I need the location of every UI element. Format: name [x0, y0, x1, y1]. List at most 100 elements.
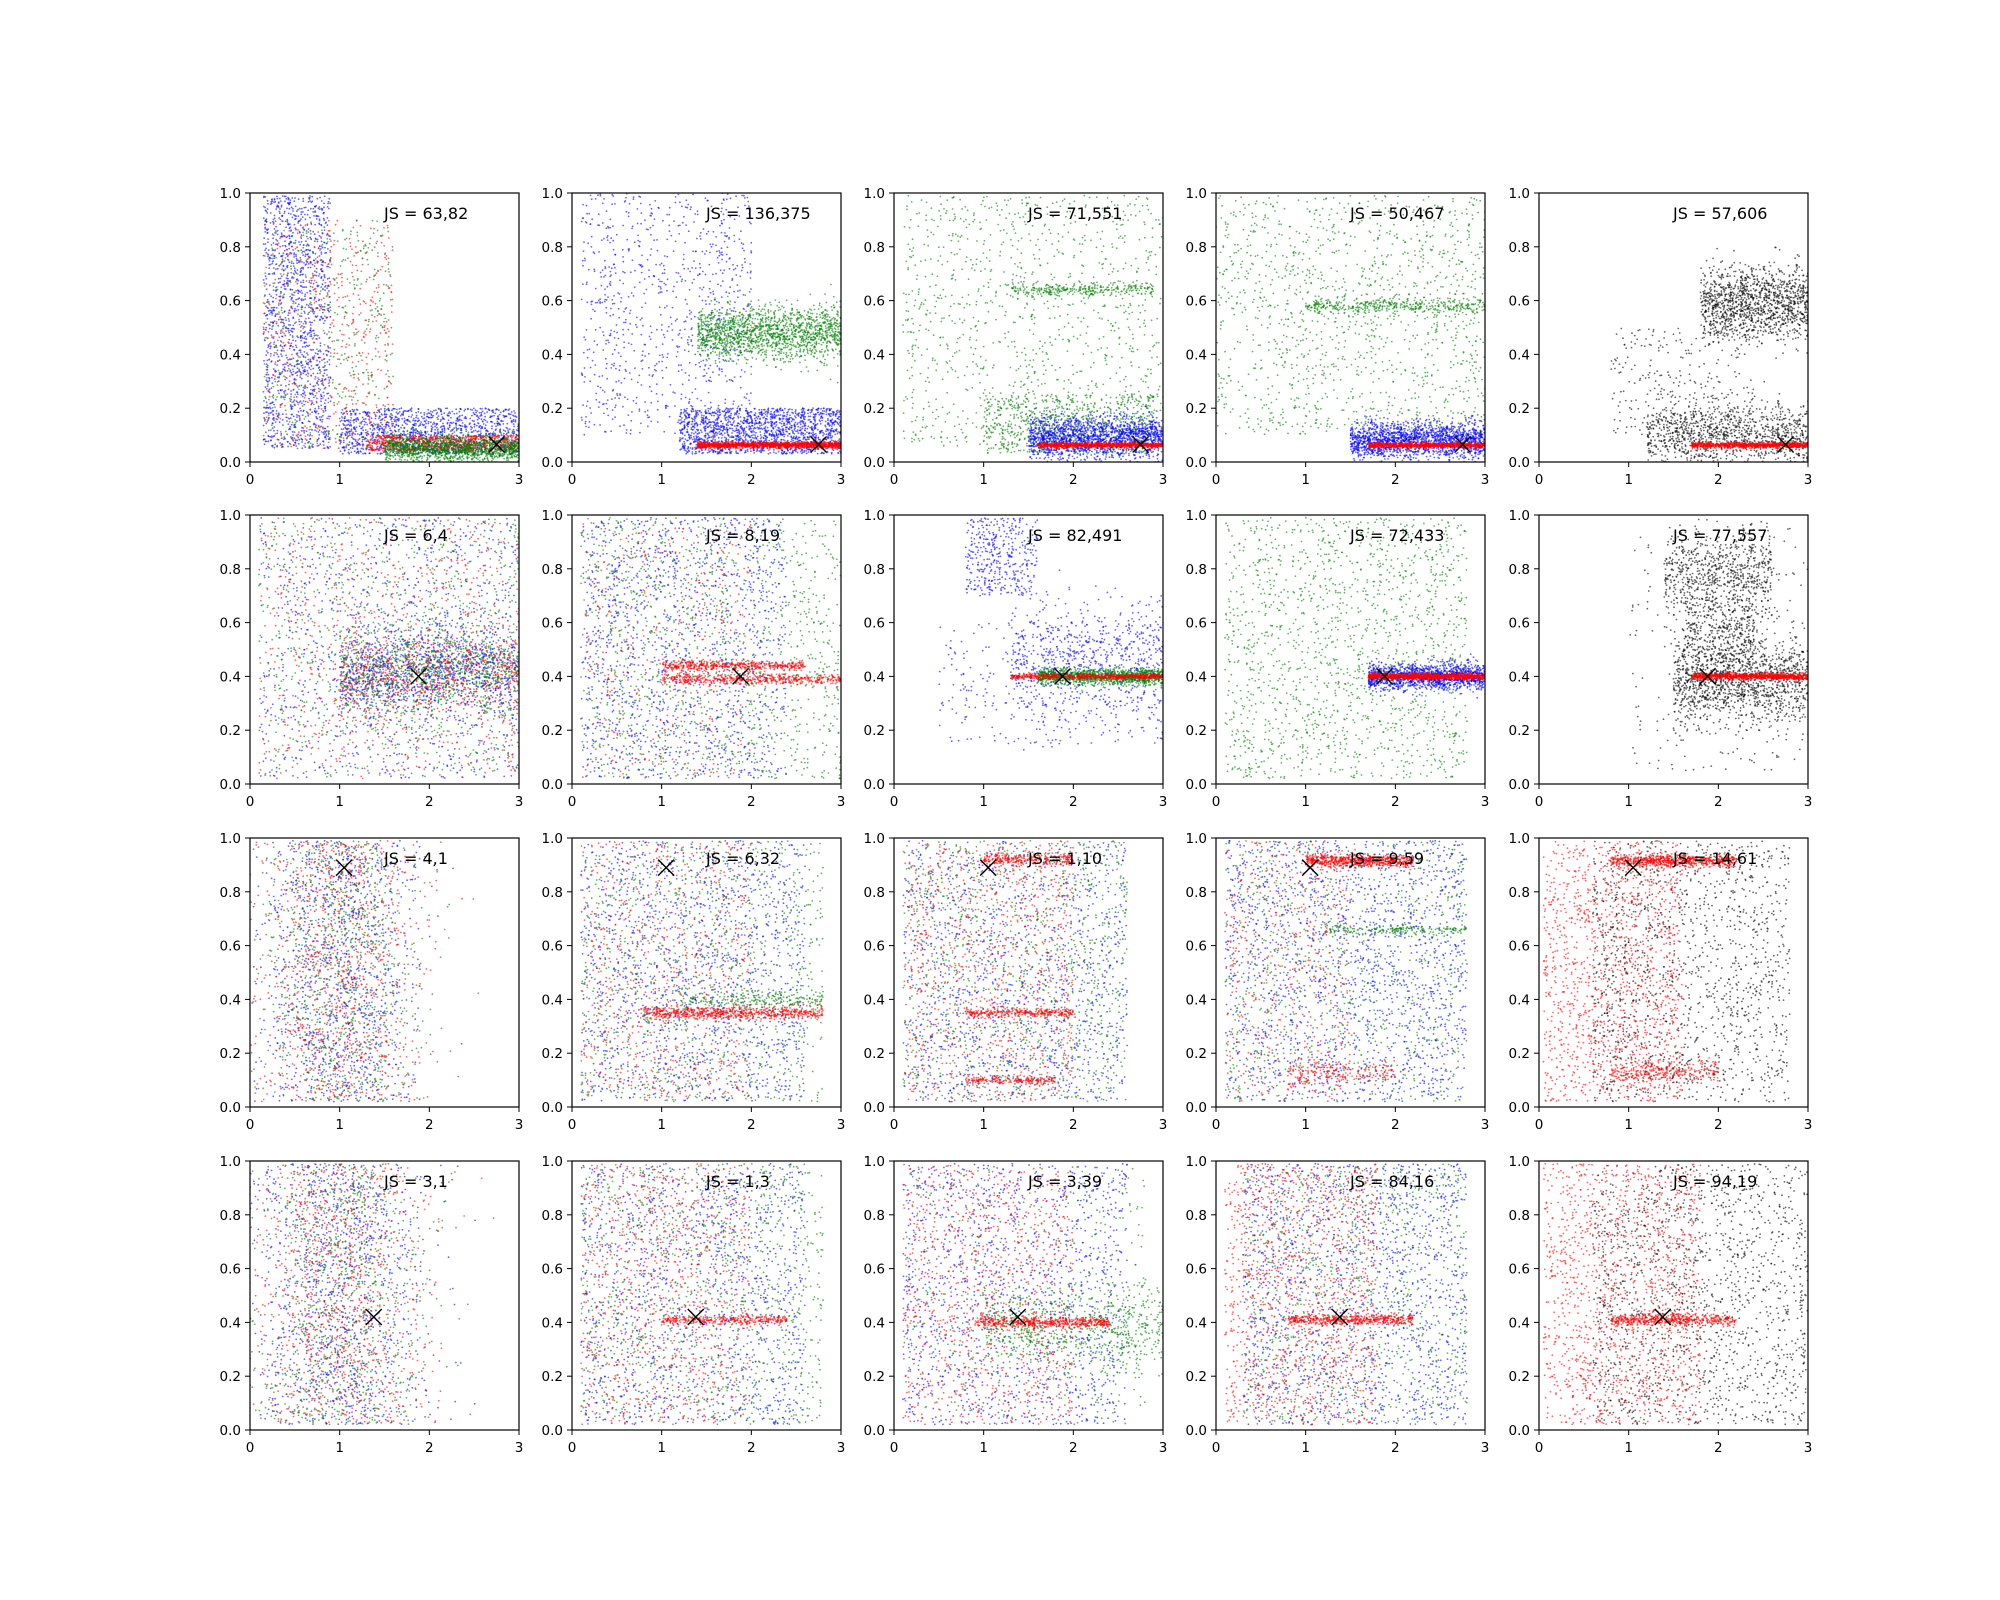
data-point	[477, 419, 479, 421]
data-point	[458, 437, 460, 439]
data-point	[275, 239, 277, 241]
data-point	[481, 418, 483, 420]
data-point	[380, 314, 382, 316]
data-point	[317, 241, 319, 243]
data-point	[301, 305, 303, 307]
data-point	[371, 442, 373, 444]
data-point	[268, 390, 270, 392]
data-point	[322, 309, 324, 311]
data-point	[271, 377, 273, 379]
data-point	[281, 275, 283, 277]
data-point	[369, 447, 371, 449]
data-point	[286, 420, 288, 422]
data-point	[266, 301, 268, 303]
data-point	[272, 297, 274, 299]
data-point	[310, 443, 312, 445]
data-point	[420, 421, 422, 423]
data-point	[306, 292, 308, 294]
data-point	[285, 390, 287, 392]
data-point	[300, 281, 302, 283]
data-point	[336, 433, 338, 435]
data-point	[308, 441, 310, 443]
data-point	[271, 382, 273, 384]
data-point	[307, 267, 309, 269]
data-point	[302, 372, 304, 374]
data-point	[282, 331, 284, 333]
data-point	[279, 359, 281, 361]
data-point	[363, 372, 365, 374]
data-point	[278, 253, 280, 255]
data-point	[365, 357, 367, 359]
data-point	[340, 450, 342, 452]
data-point	[322, 271, 324, 273]
data-point	[270, 408, 272, 410]
data-point	[309, 426, 311, 428]
data-point	[357, 433, 359, 435]
data-point	[315, 258, 317, 260]
data-point	[310, 290, 312, 292]
data-point	[452, 433, 454, 435]
data-point	[476, 410, 478, 412]
data-point	[400, 407, 402, 409]
data-point	[295, 445, 297, 447]
data-point	[459, 408, 461, 410]
data-point	[357, 235, 359, 237]
data-point	[415, 412, 417, 414]
data-point	[384, 318, 386, 320]
data-point	[294, 404, 296, 406]
data-point	[338, 297, 340, 299]
data-point	[375, 437, 377, 439]
data-point	[316, 360, 318, 362]
data-point	[293, 371, 295, 373]
data-point	[381, 305, 383, 307]
data-point	[290, 417, 292, 419]
data-point	[318, 391, 320, 393]
data-point	[309, 438, 311, 440]
data-point	[288, 248, 290, 250]
data-point	[316, 402, 318, 404]
data-point	[271, 307, 273, 309]
data-point	[513, 429, 515, 431]
data-point	[319, 293, 321, 295]
data-point	[279, 442, 281, 444]
data-point	[263, 417, 265, 419]
data-point	[355, 445, 357, 447]
data-point	[293, 242, 295, 244]
data-point	[329, 347, 331, 349]
data-point	[496, 409, 498, 411]
data-point	[422, 425, 424, 427]
data-point	[357, 270, 359, 272]
data-point	[334, 284, 336, 286]
data-point	[329, 416, 331, 418]
data-point	[302, 337, 304, 339]
data-point	[357, 278, 359, 280]
data-point	[317, 384, 319, 386]
data-point	[288, 253, 290, 255]
data-point	[273, 285, 275, 287]
data-point	[324, 252, 326, 254]
data-point	[270, 310, 272, 312]
data-point	[375, 355, 377, 357]
data-point	[314, 342, 316, 344]
data-point	[321, 299, 323, 301]
data-point	[376, 272, 378, 274]
data-point	[367, 446, 369, 448]
data-point	[425, 433, 427, 435]
data-point	[373, 232, 375, 234]
data-point	[370, 237, 372, 239]
data-point	[307, 209, 309, 211]
data-point	[337, 273, 339, 275]
data-point	[470, 439, 472, 441]
data-point	[272, 423, 274, 425]
data-point	[279, 212, 281, 214]
data-point	[328, 198, 330, 200]
data-point	[285, 220, 287, 222]
data-point	[317, 418, 319, 420]
data-point	[314, 385, 316, 387]
data-point	[365, 404, 367, 406]
data-point	[381, 266, 383, 268]
data-point	[307, 332, 309, 334]
data-point	[354, 426, 356, 428]
data-point	[282, 295, 284, 297]
data-point	[314, 262, 316, 264]
